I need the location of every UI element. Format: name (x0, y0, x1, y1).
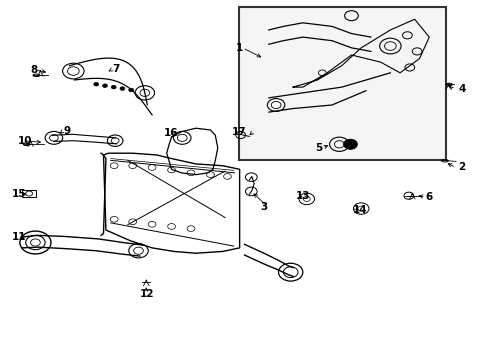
Text: 2: 2 (458, 162, 465, 172)
Text: 15: 15 (12, 189, 26, 199)
Circle shape (343, 139, 357, 149)
Bar (238, 7, 446, 160)
Circle shape (111, 85, 116, 89)
Circle shape (128, 88, 133, 92)
Text: 13: 13 (295, 191, 309, 201)
Text: 9: 9 (63, 126, 71, 136)
Circle shape (94, 82, 99, 86)
Text: 10: 10 (18, 136, 32, 146)
Text: 6: 6 (425, 192, 432, 202)
Circle shape (102, 84, 107, 87)
Text: 16: 16 (164, 128, 179, 138)
Text: 3: 3 (260, 202, 267, 212)
Circle shape (120, 87, 124, 90)
Text: 4: 4 (458, 84, 465, 94)
Text: 12: 12 (140, 289, 154, 298)
Text: 8: 8 (30, 65, 38, 75)
Text: 7: 7 (112, 64, 120, 74)
Bar (22, 190, 36, 197)
Text: 11: 11 (12, 232, 26, 242)
Text: 14: 14 (352, 205, 366, 215)
Text: 1: 1 (236, 43, 243, 53)
Text: 17: 17 (232, 127, 246, 137)
Text: 5: 5 (314, 143, 322, 153)
